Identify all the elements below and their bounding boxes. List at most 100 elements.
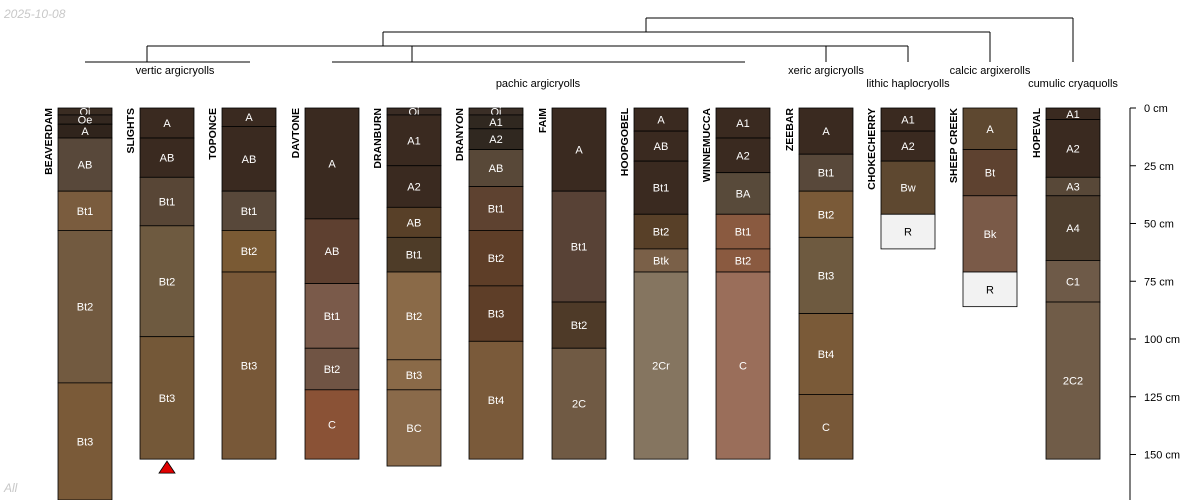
horizon-label: R [904, 227, 912, 239]
horizon-label: Bt2 [77, 302, 94, 314]
horizon-block [304, 218, 360, 284]
profile-name: WINNEMUCCA [701, 108, 713, 182]
horizon-label: Bt1 [818, 168, 835, 180]
horizon-label: Bk [984, 229, 997, 241]
horizon-label: BC [406, 423, 421, 435]
horizon-label: Bt1 [406, 250, 423, 262]
horizon-block [551, 107, 607, 192]
horizon-label: R [986, 284, 994, 296]
bottom-marker [158, 460, 176, 474]
horizon-label: Bt2 [241, 246, 258, 258]
taxa-label: pachic argicryolls [496, 78, 581, 90]
horizon-label: Bt4 [818, 349, 835, 361]
horizon-block [386, 359, 442, 391]
horizon-label: Bt3 [77, 436, 94, 448]
horizon-label: A [328, 158, 336, 170]
horizon-label: 2Cr [652, 361, 670, 373]
horizon-block [962, 271, 1018, 308]
axis-tick-label: 125 cm [1144, 392, 1180, 404]
horizon-label: Bt2 [818, 209, 835, 221]
horizon-block [139, 137, 195, 178]
horizon-block [551, 301, 607, 349]
profile-toponce: A AB Bt1 Bt2 Bt3 TOPONCE [207, 107, 277, 460]
horizon-label: AB [160, 153, 175, 165]
profile-slights: A AB Bt1 Bt2 Bt3 SLIGHTS [125, 107, 195, 474]
horizon-block [551, 347, 607, 460]
horizon-label: Bt3 [818, 270, 835, 282]
horizon-label: A2 [736, 150, 749, 162]
horizon-label: Oe [78, 115, 93, 127]
horizon-block [468, 285, 524, 342]
horizon-block [386, 114, 442, 167]
horizon-label: Bt2 [735, 255, 752, 267]
horizon-label: AB [654, 141, 669, 153]
horizon-block [468, 340, 524, 460]
horizon-block [962, 195, 1018, 273]
horizon-block [386, 206, 442, 238]
axis-tick-label: 75 cm [1144, 276, 1174, 288]
profile-name: DRANYON [454, 108, 466, 161]
horizon-label: Bt1 [571, 242, 588, 254]
profile-name: HOPEVAL [1031, 107, 1043, 158]
horizon-block [468, 230, 524, 287]
horizon-label: AB [407, 217, 422, 229]
horizon-label: A [163, 118, 171, 130]
horizon-block [386, 165, 442, 208]
profile-name: TOPONCE [207, 108, 219, 160]
horizon-block [798, 236, 854, 314]
taxa-labels: vertic argicryolls pachic argicryolls xeri… [85, 61, 1118, 90]
horizon-block [633, 271, 689, 460]
horizon-label: AB [489, 163, 504, 175]
profile-sheep-creek: A Bt Bk R SHEEP CREEK [948, 108, 1018, 308]
taxa-label: lithic haplocryolls [866, 78, 950, 90]
horizon-label: Bw [900, 183, 915, 195]
horizon-label: Bt1 [735, 227, 752, 239]
horizon-label: Bt2 [571, 320, 588, 332]
horizon-label: A [657, 115, 665, 127]
horizon-block [57, 230, 113, 384]
horizon-block [221, 126, 277, 192]
profile-hoopgobel: A AB Bt1 Bt2 Btk 2Cr HOOPGOBEL [619, 107, 689, 460]
horizon-block [221, 271, 277, 460]
horizon-label: Bt2 [653, 227, 670, 239]
horizon-label: BA [736, 188, 751, 200]
horizon-block [715, 172, 771, 215]
dendrogram [146, 17, 1074, 62]
horizon-label: A1 [407, 135, 420, 147]
horizon-block [633, 130, 689, 162]
taxa-label: vertic argicryolls [136, 65, 215, 77]
horizon-block [139, 176, 195, 227]
horizon-label: Bt1 [77, 206, 94, 218]
horizon-block [880, 213, 936, 250]
horizon-label: C [328, 419, 336, 431]
taxa-label: calcic argixerolls [950, 65, 1031, 77]
profile-name: HOOPGOBEL [619, 107, 631, 176]
horizon-label: AB [78, 160, 93, 172]
horizon-label: Oi [491, 106, 502, 118]
horizon-label: A [575, 145, 583, 157]
horizon-block [221, 230, 277, 273]
horizon-block [139, 225, 195, 338]
horizon-label: A4 [1066, 223, 1079, 235]
horizon-block [551, 190, 607, 303]
horizon-label: Bt1 [159, 197, 176, 209]
profile-name: BEAVERDAM [43, 108, 55, 175]
horizon-label: A [986, 124, 994, 136]
horizon-label: A3 [1066, 182, 1079, 194]
horizon-block [139, 336, 195, 460]
horizon-block [880, 130, 936, 162]
horizon-label: Bt [985, 168, 995, 180]
horizon-label: Bt1 [653, 183, 670, 195]
depth-axis: 0 cm 25 cm 50 cm 75 cm 100 cm 125 cm 150 cm [1129, 103, 1180, 500]
horizon-block [715, 137, 771, 174]
horizon-block [715, 213, 771, 250]
axis-tick-label: 100 cm [1144, 334, 1180, 346]
horizon-block [304, 283, 360, 349]
horizon-block [386, 271, 442, 361]
horizon-block [798, 394, 854, 460]
horizon-label: Bt3 [241, 361, 258, 373]
horizon-label: AB [242, 154, 257, 166]
horizon-block [633, 160, 689, 215]
